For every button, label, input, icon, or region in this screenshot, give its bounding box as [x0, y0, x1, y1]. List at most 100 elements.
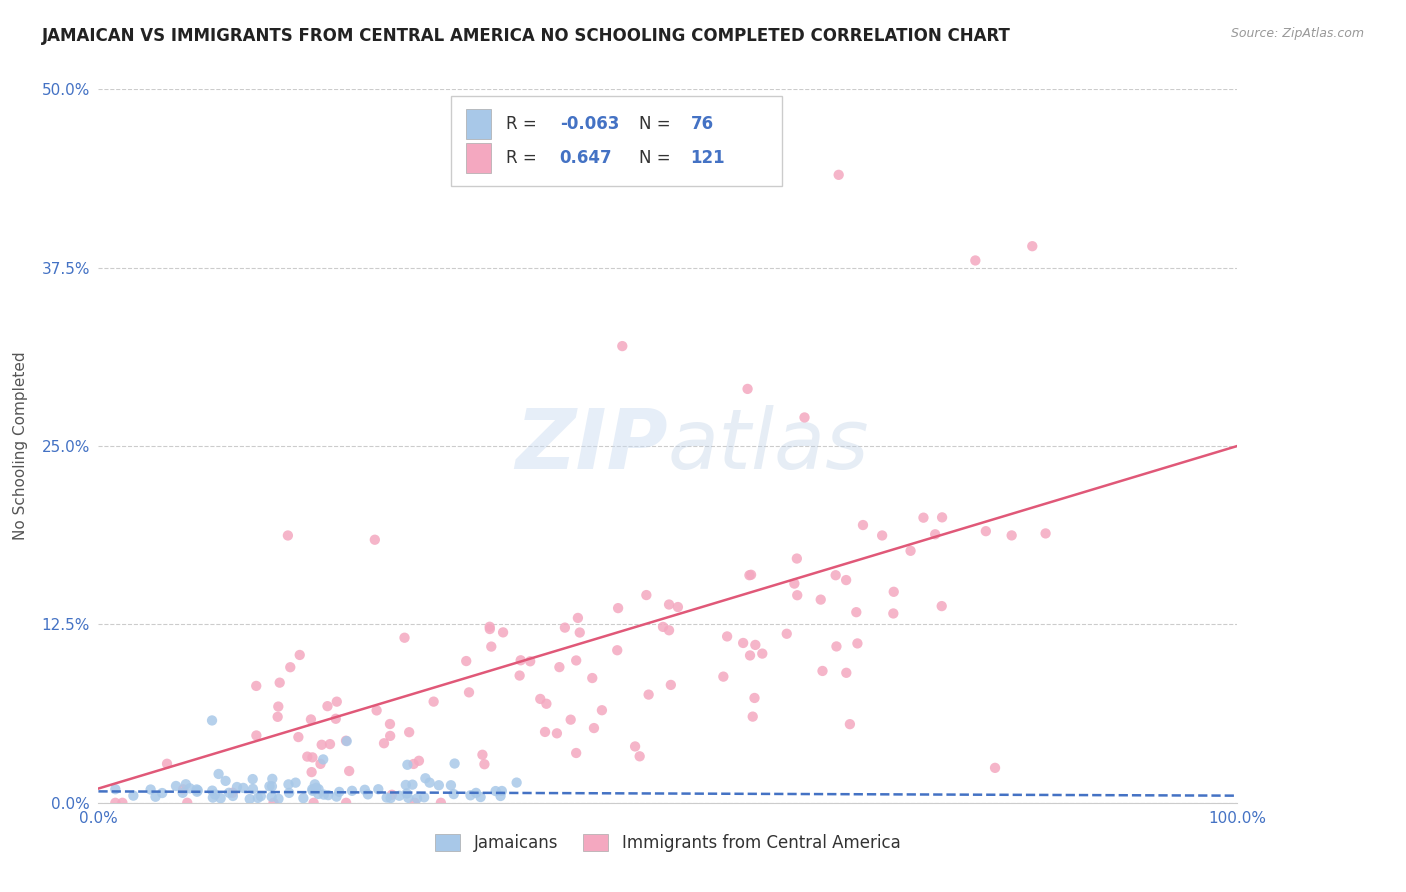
Point — [548, 660, 571, 674]
Point — [312, 788, 335, 802]
Point — [776, 626, 799, 640]
Point — [546, 726, 568, 740]
Point — [381, 788, 404, 802]
Point — [624, 739, 647, 754]
Point — [443, 787, 465, 801]
Point — [201, 783, 224, 797]
Point — [460, 789, 482, 803]
Point — [366, 703, 388, 717]
Point — [471, 747, 494, 762]
Point — [711, 670, 734, 684]
Point — [245, 679, 267, 693]
Point — [492, 625, 515, 640]
Point — [172, 786, 194, 800]
Point — [266, 710, 288, 724]
Point — [292, 791, 315, 805]
Point — [479, 640, 502, 654]
Text: JAMAICAN VS IMMIGRANTS FROM CENTRAL AMERICA NO SCHOOLING COMPLETED CORRELATION C: JAMAICAN VS IMMIGRANTS FROM CENTRAL AMER… — [42, 27, 1011, 45]
Y-axis label: No Schooling Completed: No Schooling Completed — [13, 351, 28, 541]
Point — [186, 782, 208, 797]
Point — [443, 756, 465, 771]
Point — [307, 787, 329, 801]
Point — [786, 588, 808, 602]
Point — [357, 788, 380, 802]
Point — [394, 631, 416, 645]
Point — [440, 778, 463, 792]
Point — [395, 787, 418, 801]
Point — [478, 622, 501, 636]
Point — [325, 712, 347, 726]
Point — [221, 786, 243, 800]
Point — [145, 789, 167, 804]
Point — [783, 576, 806, 591]
Point — [607, 601, 630, 615]
Point — [309, 756, 332, 771]
Point — [810, 592, 832, 607]
Point — [186, 785, 208, 799]
Point — [301, 750, 323, 764]
Point — [900, 544, 922, 558]
Point — [636, 588, 658, 602]
Point — [883, 584, 905, 599]
Text: Source: ZipAtlas.com: Source: ZipAtlas.com — [1230, 27, 1364, 40]
Point — [1035, 526, 1057, 541]
Point — [974, 524, 997, 538]
Point — [336, 734, 359, 748]
Point — [658, 624, 681, 638]
Point — [304, 777, 326, 791]
Point — [297, 749, 319, 764]
Point — [491, 784, 513, 798]
Point — [232, 780, 254, 795]
Point — [325, 789, 347, 804]
Point — [560, 713, 582, 727]
Point — [104, 796, 127, 810]
Point — [924, 527, 946, 541]
Point — [404, 796, 426, 810]
Text: -0.063: -0.063 — [560, 115, 619, 133]
Point — [456, 654, 478, 668]
Point — [267, 699, 290, 714]
Point — [509, 668, 531, 682]
Point — [340, 784, 363, 798]
Point — [509, 653, 531, 667]
Point — [751, 647, 773, 661]
Point — [419, 775, 441, 789]
Point — [484, 784, 506, 798]
Point — [835, 665, 858, 680]
Point — [581, 671, 603, 685]
Point — [478, 620, 501, 634]
Point — [565, 746, 588, 760]
Point — [204, 788, 226, 802]
Point — [302, 796, 325, 810]
Point — [744, 690, 766, 705]
Point — [931, 599, 953, 613]
Point — [222, 789, 245, 803]
Point — [364, 533, 387, 547]
Point — [565, 653, 588, 667]
Point — [278, 786, 301, 800]
Point — [207, 767, 229, 781]
Point — [427, 778, 450, 792]
Point — [505, 775, 527, 789]
Text: R =: R = — [506, 115, 537, 133]
Point — [870, 528, 893, 542]
Point — [245, 729, 267, 743]
Text: 0.647: 0.647 — [560, 149, 612, 167]
Point — [165, 779, 187, 793]
Point — [335, 796, 357, 810]
Point — [269, 675, 291, 690]
Point — [209, 791, 232, 805]
Point — [239, 792, 262, 806]
Point — [465, 786, 488, 800]
Point — [628, 749, 651, 764]
Point — [415, 771, 437, 785]
Text: atlas: atlas — [668, 406, 869, 486]
Point — [375, 790, 398, 805]
Point — [652, 620, 675, 634]
Point — [931, 510, 953, 524]
Point — [852, 518, 875, 533]
Point — [659, 678, 682, 692]
Point — [353, 782, 375, 797]
Point — [637, 688, 659, 702]
Point — [882, 607, 904, 621]
